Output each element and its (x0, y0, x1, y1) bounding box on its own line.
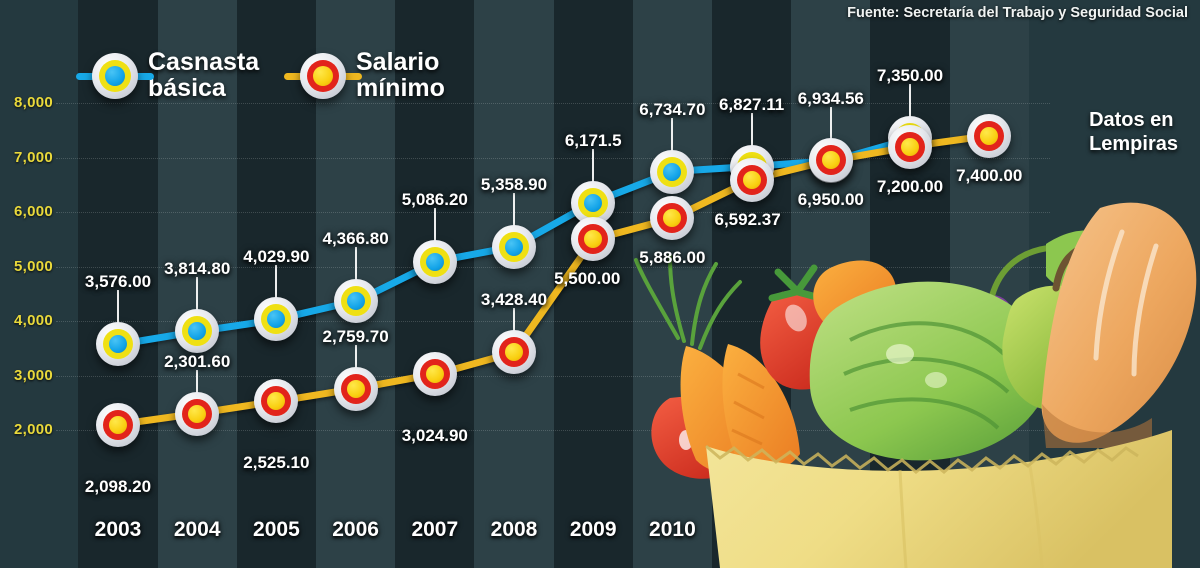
legend-item-canasta-basica[interactable]: Casnasta básica (76, 48, 260, 102)
value-label-canasta-2010: 6,734.70 (639, 99, 706, 119)
value-label-salario-2010: 5,886.00 (639, 248, 706, 268)
leader-line-canasta-2004 (196, 277, 199, 312)
leader-line-salario-2004 (196, 369, 199, 394)
data-point-canasta-2005[interactable] (254, 297, 299, 342)
value-label-salario-2012: 6,950.00 (797, 190, 864, 210)
data-point-canasta-2004[interactable] (175, 309, 220, 354)
y-axis-tick-5,000: 5,000 (14, 257, 54, 275)
x-axis-tick-2010: 2010 (649, 518, 696, 541)
leader-line-salario-2008 (513, 308, 515, 333)
y-axis-tick-4,000: 4,000 (14, 312, 54, 329)
value-label-canasta-2003: 3,576.00 (84, 272, 152, 292)
data-point-canasta-2010[interactable] (650, 149, 695, 194)
leader-line-canasta-2009 (592, 148, 595, 183)
y-axis-tick-2,000: 2,000 (14, 421, 54, 438)
value-label-canasta-2004: 3,814.80 (164, 259, 231, 279)
grocery-bag-illustration (634, 202, 1197, 568)
data-point-canasta-2003[interactable] (96, 322, 140, 367)
data-point-salario-2003[interactable] (96, 402, 140, 447)
gridline-7,000 (56, 157, 1050, 159)
leader-line-canasta-2008 (513, 192, 515, 227)
leader-line-canasta-2003 (117, 290, 119, 325)
value-label-salario-2008: 3,428.40 (480, 290, 548, 310)
value-label-salario-2013: 7,200.00 (876, 176, 944, 196)
data-point-salario-2012[interactable] (808, 138, 853, 183)
value-label-canasta-2012: 6,934.56 (797, 89, 864, 109)
leader-line-canasta-2012 (829, 107, 832, 142)
legend-label-salario: Salario mínimo (356, 48, 445, 102)
data-point-salario-2006[interactable] (333, 366, 378, 411)
x-axis-tick-2004: 2004 (173, 518, 221, 541)
data-point-salario-2013[interactable] (888, 124, 932, 169)
data-point-salario-2010[interactable] (650, 196, 695, 241)
y-axis-tick-6,000: 6,000 (14, 203, 54, 220)
data-point-salario-2011[interactable] (729, 157, 774, 202)
value-label-canasta-2009: 6,171.5 (564, 130, 622, 150)
units-note: Datos en Lempiras (1089, 108, 1178, 157)
x-axis-tick-2003: 2003 (94, 518, 142, 541)
data-point-salario-2007[interactable] (412, 352, 457, 397)
data-point-canasta-2007[interactable] (412, 239, 457, 284)
x-axis-tick-2007: 2007 (411, 518, 459, 541)
red-target-marker (300, 52, 346, 99)
data-point-canasta-2006[interactable] (333, 279, 378, 323)
value-label-canasta-2005: 4,029.90 (243, 247, 310, 267)
data-point-salario-2014[interactable] (967, 113, 1012, 158)
leader-line-canasta-2005 (275, 265, 278, 300)
x-axis-tick-2008: 2008 (490, 518, 538, 541)
gridline-4,000 (56, 321, 1050, 322)
leader-line-salario-2006 (354, 344, 357, 369)
value-label-salario-2005: 2,525.10 (243, 453, 310, 473)
value-label-salario-2004: 2,301.60 (164, 351, 231, 371)
source-text: Fuente: Secretaría del Trabajo y Segurid… (847, 5, 1188, 21)
x-axis-tick-2009: 2009 (569, 518, 617, 541)
value-label-salario-2003: 2,098.20 (84, 476, 152, 496)
units-note-line1: Datos en (1089, 109, 1174, 131)
gridline-3,000 (56, 375, 1050, 377)
column-band-2007 (395, 0, 475, 568)
x-axis-tick-2005: 2005 (253, 518, 300, 541)
leader-line-canasta-2006 (354, 247, 357, 281)
leader-line-canasta-2013 (909, 84, 911, 119)
leader-line-canasta-2010 (671, 117, 674, 152)
legend-label-canasta: Casnasta básica (148, 48, 260, 102)
value-label-canasta-2008: 5,358.90 (480, 174, 548, 194)
gridline-6,000 (56, 212, 1050, 213)
value-label-canasta-2007: 5,086.20 (401, 189, 468, 209)
value-label-salario-2006: 2,759.70 (322, 326, 389, 346)
value-label-canasta-2006: 4,366.80 (322, 229, 389, 248)
data-point-canasta-2008[interactable] (492, 224, 536, 269)
value-label-salario-2011: 6,592.37 (714, 209, 781, 229)
leader-line-canasta-2007 (433, 207, 436, 242)
value-label-salario-2014: 7,400.00 (956, 165, 1023, 185)
y-axis-tick-7,000: 7,000 (14, 148, 54, 166)
value-label-salario-2009: 5,500.00 (554, 269, 621, 289)
leader-line-canasta-2011 (750, 112, 753, 147)
column-band-2008 (474, 0, 554, 568)
y-axis-tick-8,000: 8,000 (14, 94, 54, 111)
value-label-salario-2007: 3,024.90 (401, 426, 468, 446)
data-point-salario-2008[interactable] (492, 330, 536, 375)
units-note-line2: Lempiras (1089, 133, 1178, 156)
data-point-salario-2009[interactable] (571, 217, 616, 262)
blue-target-marker (92, 52, 138, 99)
value-label-canasta-2011: 6,827.11 (718, 94, 785, 114)
x-axis-tick-2006: 2006 (332, 518, 379, 541)
data-point-salario-2005[interactable] (254, 379, 299, 424)
gridline-2,000 (56, 430, 1050, 431)
gridline-8,000 (56, 103, 1050, 104)
value-label-canasta-2013: 7,350.00 (876, 66, 944, 86)
gridline-5,000 (56, 266, 1050, 268)
y-axis-tick-3,000: 3,000 (14, 366, 54, 384)
column-band-2009 (553, 0, 633, 568)
legend-item-salario-minimo[interactable]: Salario mínimo (284, 48, 445, 102)
data-point-salario-2004[interactable] (175, 391, 220, 436)
